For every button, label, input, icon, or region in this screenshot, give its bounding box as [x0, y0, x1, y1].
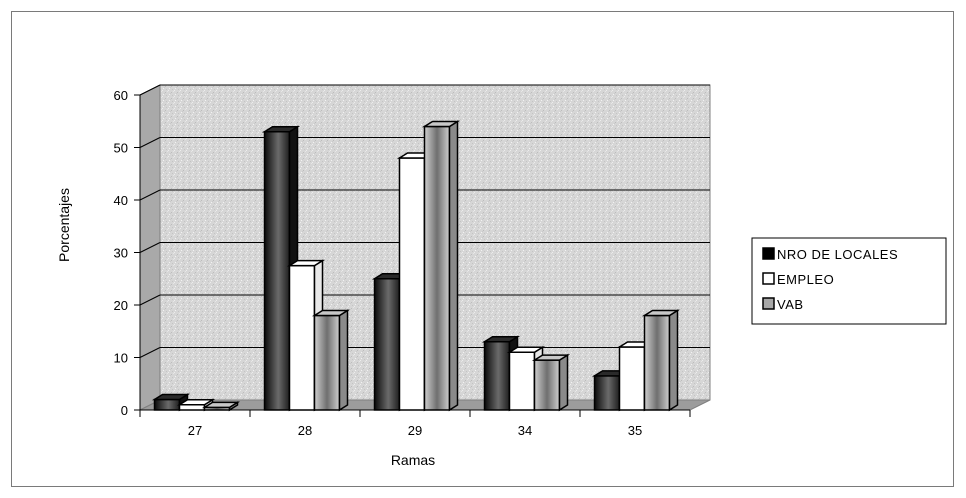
- legend-swatch: [762, 297, 775, 310]
- bar-top: [286, 259, 326, 267]
- x-tick-label: 29: [408, 423, 422, 438]
- bar-front: [263, 131, 291, 411]
- x-tick-label: 27: [188, 423, 202, 438]
- gridline-side: [139, 347, 161, 358]
- gridline-side: [139, 137, 161, 148]
- bar-top: [201, 401, 241, 409]
- bar-front: [593, 375, 621, 411]
- y-tick-label: 60: [114, 88, 128, 103]
- y-tick-label: 10: [114, 351, 128, 366]
- bar-top: [311, 309, 351, 317]
- bar-side: [448, 120, 459, 412]
- bar-front: [398, 157, 426, 411]
- y-tick-label: 30: [114, 246, 128, 261]
- legend-swatch: [762, 272, 775, 285]
- bar-side: [558, 353, 569, 412]
- legend-label: VAB: [777, 297, 804, 312]
- bar-front: [508, 351, 536, 411]
- gridline-side: [139, 84, 161, 96]
- x-axis-title: Ramas: [391, 452, 435, 468]
- bar-side: [668, 309, 679, 412]
- bar-front: [153, 398, 181, 411]
- y-tick-label: 0: [121, 403, 128, 418]
- bar: [421, 120, 461, 412]
- x-tick-label: 28: [298, 423, 312, 438]
- bar-front: [423, 125, 451, 411]
- bar-front: [533, 359, 561, 411]
- bar-front: [483, 341, 511, 411]
- y-tick-label: 40: [114, 193, 128, 208]
- bar: [531, 353, 571, 412]
- legend-box: [751, 237, 947, 325]
- bar-front: [618, 346, 646, 411]
- y-axis-title: Porcentajes: [56, 188, 72, 262]
- bar-top: [421, 120, 461, 128]
- bar-top: [641, 309, 681, 317]
- legend-label: EMPLEO: [777, 272, 834, 287]
- bar-top: [151, 393, 191, 401]
- bar-top: [481, 336, 521, 343]
- bar-front: [313, 314, 341, 411]
- bar-top: [531, 354, 571, 361]
- bar-top: [176, 399, 216, 406]
- bar-front: [178, 404, 206, 411]
- bar-top: [261, 126, 301, 133]
- x-tick-label: 35: [628, 423, 642, 438]
- bar-side: [338, 309, 349, 412]
- gridline-side: [139, 242, 161, 253]
- legend-label: NRO DE LOCALES: [777, 247, 898, 262]
- bar-front: [288, 264, 316, 411]
- gridline-side: [139, 189, 161, 201]
- bar: [641, 309, 681, 412]
- bar: [201, 401, 241, 412]
- y-tick-label: 20: [114, 298, 128, 313]
- bar-front: [643, 314, 671, 411]
- bar-front: [373, 278, 401, 411]
- x-tick-label: 34: [518, 423, 532, 438]
- bar-top: [506, 346, 546, 353]
- y-tick-label: 50: [114, 141, 128, 156]
- bar: [311, 309, 351, 412]
- legend-swatch: [762, 247, 775, 260]
- gridline-side: [139, 294, 161, 306]
